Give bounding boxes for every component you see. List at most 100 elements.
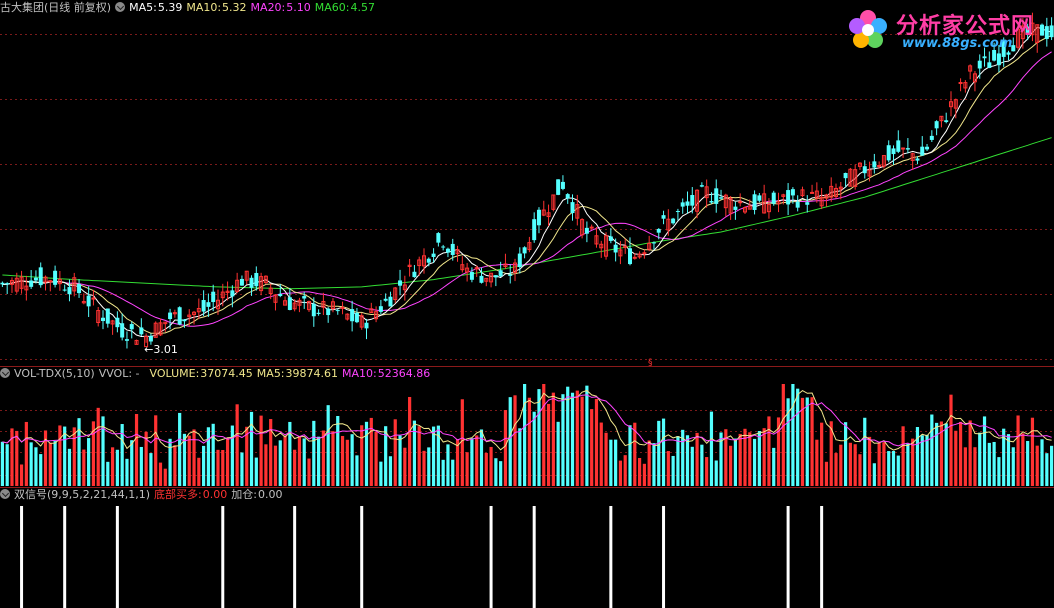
volume-bar [1035, 445, 1039, 486]
volume-bar [887, 451, 891, 486]
candle-body [661, 215, 666, 219]
candle-body [920, 146, 925, 156]
add-position-value: 0.00 [257, 488, 283, 501]
candle-body [862, 166, 867, 174]
bottom-buy-label: 底部买多: [154, 488, 202, 501]
candle-body [225, 290, 230, 294]
volume-bar [139, 446, 143, 486]
candle-body [968, 65, 973, 72]
candle-body [215, 299, 220, 310]
volume-bar [609, 439, 613, 486]
volume-bar [954, 430, 958, 486]
visibility-toggle-icon[interactable] [0, 368, 10, 378]
volume-bar [494, 458, 498, 486]
volume-bar [944, 423, 948, 486]
volume-bar [982, 416, 987, 486]
volume-bar [561, 394, 565, 486]
candle-body [987, 62, 992, 68]
volume-bar [393, 419, 397, 486]
volume-bar [374, 431, 378, 486]
volume-bar [446, 444, 450, 486]
candle-body [1011, 45, 1016, 52]
volume-bar [733, 438, 738, 486]
candle-body [857, 162, 862, 167]
volume-bar [408, 396, 412, 486]
candle-body [647, 242, 652, 250]
volume-bar [815, 439, 819, 486]
candle-body [963, 82, 968, 89]
volume-bar [216, 449, 220, 486]
candle-body [819, 196, 824, 207]
candle-body [268, 287, 273, 295]
volume-bar [767, 416, 771, 486]
candle-body [838, 186, 843, 190]
candle-body [5, 283, 10, 285]
volume-bar [115, 449, 119, 486]
candle-body [925, 146, 930, 150]
candle-body [690, 194, 695, 206]
candle-body [1040, 24, 1045, 36]
volume-bar [805, 397, 809, 486]
candle-body [829, 185, 834, 198]
volume-bar [48, 442, 52, 486]
volume-bar [283, 435, 287, 486]
ma5-series-line [2, 26, 1052, 338]
ma10-label: MA10: [186, 1, 222, 14]
volume-bar [508, 397, 512, 486]
candle-body [431, 253, 436, 257]
volume-bar [316, 436, 321, 486]
candle-body [402, 284, 407, 291]
volume-bar [15, 430, 19, 486]
candle-body [699, 185, 704, 187]
candle-body [345, 313, 350, 320]
volume-bar [570, 392, 575, 486]
volume-bar [58, 425, 62, 486]
volume-bar [594, 398, 599, 486]
volume-ma-lines [2, 389, 1052, 451]
volume-bar [618, 460, 623, 486]
candle-body [163, 321, 168, 325]
candle-body [158, 322, 163, 336]
candle-body [254, 272, 259, 287]
candle-body [398, 280, 403, 286]
volume-bar [110, 447, 115, 486]
volume-bar [499, 461, 503, 486]
volume-bar [278, 440, 282, 486]
candle-body [934, 121, 939, 129]
volume-bar [935, 422, 939, 486]
volume-bar [800, 397, 805, 486]
candle-body [584, 227, 589, 234]
volume-bar [0, 441, 4, 486]
volume-bar [532, 411, 536, 486]
volume-bar [264, 444, 268, 486]
volume-bar [1021, 433, 1025, 486]
volume-bar [125, 458, 129, 486]
visibility-toggle-icon[interactable] [0, 489, 10, 499]
volume-bar [345, 439, 349, 486]
candle-body [771, 192, 776, 204]
candle-body [484, 277, 489, 282]
volume-bar [657, 420, 661, 486]
candle-body [536, 209, 541, 226]
candle-body [244, 270, 249, 281]
candle-body [469, 271, 474, 280]
candle-body [570, 202, 575, 214]
volume-bar [968, 420, 972, 486]
candle-body [498, 270, 503, 277]
candle-body [393, 287, 398, 301]
candle-body [623, 245, 628, 248]
candle-body [594, 235, 599, 245]
volume-bar [1002, 428, 1006, 486]
volume-bar [340, 435, 345, 486]
candle-body [565, 194, 570, 199]
volume-bar [106, 461, 110, 486]
candle-body [666, 218, 671, 231]
volume-bar [1006, 434, 1011, 486]
volume-bar [460, 399, 464, 486]
candle-body [110, 320, 115, 325]
volume-bar [848, 442, 852, 486]
volume-bar [144, 431, 148, 486]
volume-bar [652, 443, 656, 486]
visibility-toggle-icon[interactable] [115, 2, 126, 12]
